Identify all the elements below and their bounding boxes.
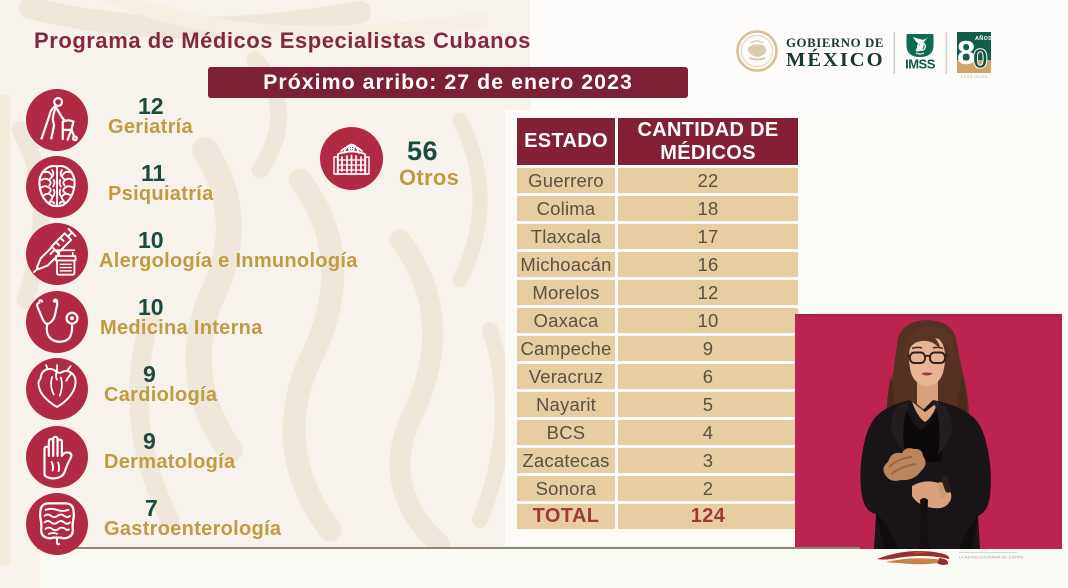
svg-text:IMSS: IMSS [905, 57, 936, 72]
svg-text:MÉXICO: MÉXICO [786, 48, 885, 71]
svg-text:1943-2023: 1943-2023 [960, 74, 988, 79]
svg-text:LA REVOLUCIONARIA DE JUNTAS: LA REVOLUCIONARIA DE JUNTAS [959, 555, 1024, 560]
svg-text:0: 0 [973, 43, 989, 74]
svg-text:8: 8 [957, 34, 975, 71]
svg-text:AÑOS: AÑOS [975, 35, 992, 42]
svg-text:GOBIERNO DE: GOBIERNO DE [786, 36, 884, 50]
